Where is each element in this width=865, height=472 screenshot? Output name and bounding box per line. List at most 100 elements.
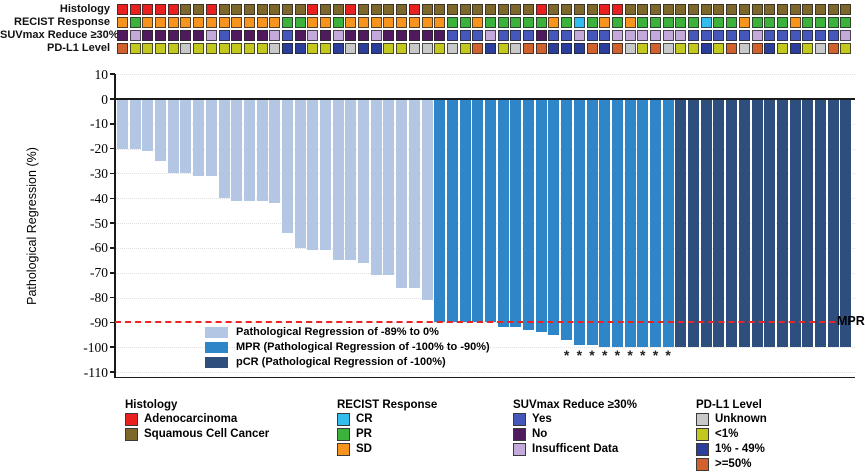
cell-pdl1-18 (332, 43, 344, 54)
cell-recist-11 (243, 17, 255, 28)
cell-recist-21 (370, 17, 382, 28)
cell-pdl1-27 (446, 43, 458, 54)
bar-patient-42-mpr (637, 100, 649, 348)
bar-patient-22-regression (383, 100, 395, 276)
legend-swatch-ge50 (696, 458, 709, 471)
bar-patient-39-mpr (599, 100, 611, 348)
tick-mark-10 (110, 73, 115, 75)
cell-recist-16 (307, 17, 319, 28)
bar-patient-48-pcr (713, 100, 725, 348)
cell-pdl1-9 (218, 43, 230, 54)
cell-histology-58 (840, 4, 852, 15)
cell-pdl1-5 (167, 43, 179, 54)
cell-recist-52 (764, 17, 776, 28)
legend-swatch-insufficient (513, 443, 526, 456)
cell-recist-26 (434, 17, 446, 28)
bar-patient-46-pcr (688, 100, 700, 348)
cell-suvmax-39 (599, 30, 611, 41)
bar-patient-57-pcr (827, 100, 839, 348)
cell-suvmax-5 (167, 30, 179, 41)
legend-label-pct1_49: 1% - 49% (715, 443, 765, 455)
bar-patient-21-regression (370, 100, 382, 276)
cell-suvmax-54 (789, 30, 801, 41)
tick-mark--50 (110, 222, 115, 224)
cell-histology-3 (142, 4, 154, 15)
cell-suvmax-1 (117, 30, 128, 41)
cell-pdl1-4 (155, 43, 167, 54)
cell-suvmax-21 (370, 30, 382, 41)
cell-pdl1-32 (510, 43, 522, 54)
cell-histology-24 (408, 4, 420, 15)
tick-label--90: -90 (90, 314, 108, 330)
bar-patient-14-regression (281, 100, 293, 234)
legend-label-no: No (532, 428, 548, 440)
cell-recist-6 (180, 17, 192, 28)
y-axis-title: Pathological Regression (%) (25, 147, 39, 305)
bar-patient-36-mpr (561, 100, 573, 340)
tick-mark--90 (110, 321, 115, 324)
cell-pdl1-52 (764, 43, 776, 54)
asterisk-bar-41: * (627, 347, 633, 363)
cell-pdl1-3 (142, 43, 154, 54)
legend-label-sd: SD (356, 443, 372, 455)
cell-suvmax-38 (586, 30, 598, 41)
cell-recist-17 (320, 17, 332, 28)
cell-suvmax-42 (637, 30, 649, 41)
bar-patient-25-regression (421, 100, 433, 301)
bar-patient-37-mpr (573, 100, 585, 345)
cell-recist-27 (446, 17, 458, 28)
tick-label--30: -30 (90, 165, 108, 181)
cell-histology-43 (649, 4, 661, 15)
bar-patient-18-regression (332, 100, 344, 261)
cell-histology-53 (776, 4, 788, 15)
cell-histology-49 (726, 4, 738, 15)
cell-pdl1-8 (205, 43, 217, 54)
bar-patient-52-pcr (764, 100, 776, 348)
bar-patient-40-mpr (611, 100, 623, 348)
cell-pdl1-1 (117, 43, 128, 54)
cell-recist-50 (738, 17, 750, 28)
legend-swatch-yes (513, 413, 526, 426)
track-histology: Histology (0, 4, 865, 15)
tick-label-10: 10 (94, 66, 109, 82)
cell-suvmax-37 (573, 30, 585, 41)
cell-suvmax-18 (332, 30, 344, 41)
cell-recist-8 (205, 17, 217, 28)
bar-patient-54-pcr (789, 100, 801, 348)
track-label-recist: RECIST Response (14, 16, 110, 28)
bar-patient-15-regression (294, 100, 306, 248)
cell-suvmax-6 (180, 30, 192, 41)
cell-histology-19 (345, 4, 357, 15)
cell-histology-38 (586, 4, 598, 15)
cell-recist-32 (510, 17, 522, 28)
legend-label-squamous: Squamous Cell Cancer (144, 428, 270, 440)
bar-patient-58-pcr (840, 100, 852, 348)
cell-pdl1-48 (713, 43, 725, 54)
cell-suvmax-51 (751, 30, 763, 41)
cell-suvmax-56 (814, 30, 826, 41)
cell-pdl1-51 (751, 43, 763, 54)
cell-recist-10 (231, 17, 243, 28)
cell-recist-23 (396, 17, 408, 28)
legend-swatch-no (513, 428, 526, 441)
cell-pdl1-46 (688, 43, 700, 54)
cell-histology-5 (167, 4, 179, 15)
cell-suvmax-24 (408, 30, 420, 41)
cell-recist-49 (726, 17, 738, 28)
asterisk-bar-44: * (665, 347, 671, 363)
tick-label-0: 0 (101, 91, 108, 107)
cell-recist-48 (713, 17, 725, 28)
legend-label-yes: Yes (532, 413, 552, 425)
cell-recist-2 (129, 17, 141, 28)
bar-patient-8-regression (205, 100, 217, 176)
tick-mark--20 (110, 147, 115, 150)
bar-patient-30-mpr (485, 100, 496, 323)
track-recist: RECIST Response (0, 17, 865, 28)
cell-histology-10 (231, 4, 243, 15)
track-pdl1: PD-L1 Level (0, 43, 865, 54)
cell-pdl1-10 (231, 43, 243, 54)
cell-suvmax-3 (142, 30, 154, 41)
cell-suvmax-4 (155, 30, 167, 41)
bar-patient-4-regression (155, 100, 167, 162)
